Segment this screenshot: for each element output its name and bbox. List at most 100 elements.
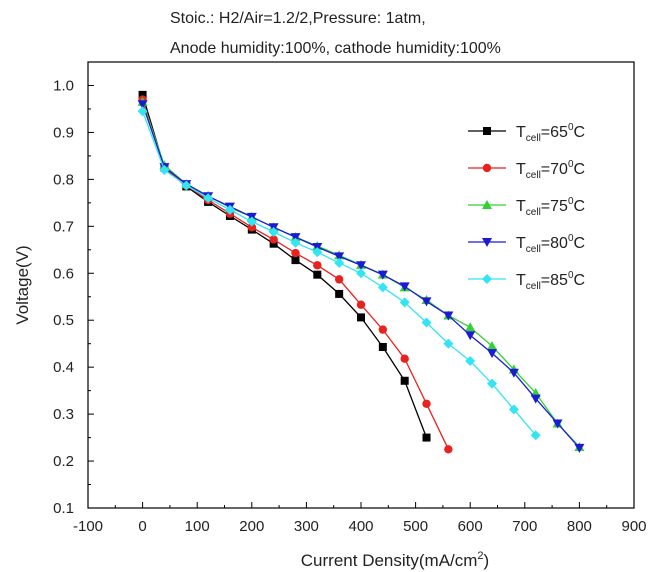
data-point <box>530 394 541 404</box>
data-point <box>313 270 322 279</box>
series-line <box>141 94 428 438</box>
legend-label: Tcell=650C <box>516 122 585 144</box>
data-point <box>443 311 454 321</box>
data-point <box>399 297 410 308</box>
legend-label-value: =85 <box>541 272 568 289</box>
series-line <box>141 99 449 450</box>
data-point <box>334 257 345 268</box>
y-tick-label: 0.8 <box>53 171 74 188</box>
legend-label-unit: C <box>574 235 586 252</box>
subtitle-line-1: Stoic.: H2/Air=1.2/2,Pressure: 1atm, <box>170 10 426 27</box>
data-point <box>552 419 563 429</box>
data-point <box>356 261 366 271</box>
legend-item: Tcell=700C <box>468 159 585 181</box>
series-4 <box>137 106 541 441</box>
data-point <box>247 223 256 232</box>
data-point <box>487 349 498 359</box>
series-3 <box>137 100 585 453</box>
data-point <box>465 331 476 341</box>
data-point <box>137 106 148 117</box>
legend-label-sub: cell <box>526 133 541 144</box>
legend-item: Tcell=650C <box>468 122 585 144</box>
data-point <box>508 368 519 378</box>
legend-label-sup: 0 <box>568 270 574 281</box>
legend-label-main: T <box>516 272 526 289</box>
data-point <box>400 376 409 385</box>
data-point <box>487 341 498 351</box>
legend-label: Tcell=750C <box>516 196 585 218</box>
x-axis-title-main: Current Density(mA/cm <box>301 551 478 570</box>
legend-label-main: T <box>516 161 526 178</box>
legend-swatch-marker <box>482 238 492 247</box>
data-point <box>487 378 498 389</box>
legend-label: Tcell=850C <box>516 270 585 292</box>
y-axis: 0.1 0.2 0.3 0.4 0.5 0.6 0.7 0.8 0.9 1.0 <box>53 77 94 517</box>
data-point <box>269 239 278 248</box>
series-1 <box>138 95 453 454</box>
data-point <box>334 252 345 262</box>
data-point <box>378 325 388 334</box>
data-point <box>203 193 214 204</box>
x-axis-title-end: ) <box>484 551 490 570</box>
x-tick-label: 700 <box>512 518 537 535</box>
legend-label-sup: 0 <box>568 196 574 207</box>
x-tick-label: 0 <box>138 518 146 535</box>
data-point <box>181 180 192 191</box>
legend-label: Tcell=800C <box>516 233 585 255</box>
x-tick-label: 200 <box>239 518 264 535</box>
x-tick-label: -100 <box>73 518 103 535</box>
legend-label-sub: cell <box>526 170 541 181</box>
x-tick-label: 900 <box>621 518 646 535</box>
legend-label-main: T <box>516 198 526 215</box>
legend-swatch-marker <box>482 163 492 173</box>
legend-label-value: =75 <box>541 198 568 215</box>
data-point <box>421 317 432 328</box>
x-tick-label: 500 <box>403 518 428 535</box>
legend: Tcell=650CTcell=700CTcell=750CTcell=800C… <box>468 122 585 292</box>
legend-label-unit: C <box>574 124 586 141</box>
x-axis: -100 0 100 200 300 400 500 600 700 800 900 <box>73 502 647 535</box>
data-point <box>269 235 278 244</box>
data-point <box>246 216 257 227</box>
data-point <box>443 338 454 349</box>
legend-label-unit: C <box>574 198 586 215</box>
legend-label-sub: cell <box>526 207 541 218</box>
legend-label-sup: 0 <box>568 159 574 170</box>
data-point <box>508 404 519 415</box>
data-point <box>356 268 366 279</box>
y-tick-label: 0.9 <box>53 124 74 141</box>
legend-label-main: T <box>516 235 526 252</box>
data-point <box>291 248 300 258</box>
legend-swatch-marker <box>482 274 492 284</box>
x-tick-label: 400 <box>348 518 373 535</box>
data-point <box>138 90 147 99</box>
data-point <box>312 247 323 258</box>
data-point <box>422 399 431 408</box>
legend-swatch-marker <box>482 200 492 209</box>
data-point <box>422 433 431 442</box>
legend-label-value: =70 <box>541 161 568 178</box>
data-point <box>377 282 388 293</box>
legend-label: Tcell=700C <box>516 159 585 181</box>
data-point <box>378 342 387 351</box>
data-point <box>290 233 301 243</box>
y-tick-label: 0.6 <box>53 265 74 282</box>
legend-item: Tcell=750C <box>468 196 585 218</box>
data-point <box>313 261 322 270</box>
subtitle-line-2: Anode humidity:100%, cathode humidity:10… <box>170 40 501 57</box>
legend-label-sub: cell <box>526 244 541 255</box>
x-axis-title-sup: 2 <box>477 550 483 562</box>
data-point <box>400 354 409 363</box>
data-point <box>334 275 344 284</box>
data-point <box>224 204 235 215</box>
data-point <box>290 237 301 248</box>
series-layer <box>137 90 585 454</box>
y-tick-label: 0.1 <box>53 500 74 517</box>
data-point <box>421 297 432 307</box>
legend-label-sup: 0 <box>568 122 574 133</box>
legend-label-sub: cell <box>526 281 541 292</box>
legend-item: Tcell=850C <box>468 270 585 292</box>
data-point <box>444 445 453 454</box>
legend-label-main: T <box>516 124 526 141</box>
data-point <box>356 300 366 309</box>
